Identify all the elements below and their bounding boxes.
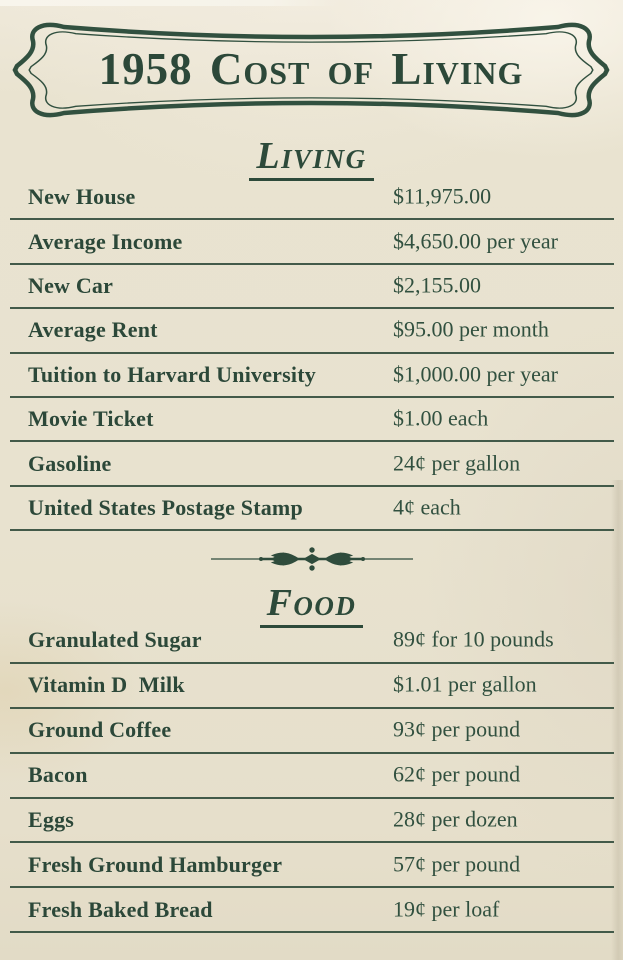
item-label: Fresh Baked Bread xyxy=(28,896,213,922)
table-row: Eggs 28¢ per dozen xyxy=(10,799,614,844)
table-row: Tuition to Harvard University $1,000.00 … xyxy=(10,354,614,398)
food-table: Granulated Sugar 89¢ for 10 pounds Vitam… xyxy=(10,619,614,934)
living-table: New House $11,975.00 Average Income $4,6… xyxy=(10,176,614,532)
item-value: 28¢ per dozen xyxy=(393,806,518,832)
table-row: Vitamin D Milk $1.01 per gallon xyxy=(10,664,614,709)
item-label: Gasoline xyxy=(28,450,112,476)
table-row: Gasoline 24¢ per gallon xyxy=(10,442,614,487)
section-header-living: Living xyxy=(0,137,623,181)
item-value: 57¢ per pound xyxy=(393,851,521,877)
item-label: Vitamin D Milk xyxy=(28,672,185,698)
item-value: 89¢ for 10 pounds xyxy=(393,626,554,652)
section-divider xyxy=(0,545,623,573)
table-row: New House $11,975.00 xyxy=(10,176,614,221)
table-row: United States Postage Stamp 4¢ each xyxy=(10,487,614,532)
page-title: 1958 Cost of Living xyxy=(98,44,524,94)
item-label: Ground Coffee xyxy=(28,717,172,743)
item-value: 24¢ per gallon xyxy=(393,450,521,476)
item-value: 4¢ each xyxy=(393,494,461,520)
item-value: $4,650.00 per year xyxy=(393,228,558,254)
item-label: Tuition to Harvard University xyxy=(28,361,316,387)
fleuron-icon xyxy=(210,547,413,571)
item-value: 19¢ per loaf xyxy=(393,896,500,922)
item-label: Average Income xyxy=(28,228,183,254)
table-row: Fresh Ground Hamburger 57¢ per pound xyxy=(10,843,614,889)
item-value: $1.01 per gallon xyxy=(393,671,537,697)
scan-edge-highlight xyxy=(0,0,340,6)
item-label: Fresh Ground Hamburger xyxy=(28,851,283,877)
item-label: Average Rent xyxy=(28,317,158,343)
item-value: $2,155.00 xyxy=(393,272,481,298)
item-label: New House xyxy=(28,184,136,210)
table-row: Movie Ticket $1.00 each xyxy=(10,398,614,443)
table-row: Granulated Sugar 89¢ for 10 pounds xyxy=(10,619,614,664)
table-row: Ground Coffee 93¢ per pound xyxy=(10,709,614,754)
title-banner: 1958 Cost of Living xyxy=(8,16,614,124)
item-label: New Car xyxy=(28,272,114,298)
table-row: New Car $2,155.00 xyxy=(10,265,614,310)
item-label: United States Postage Stamp xyxy=(28,494,303,520)
table-row: Fresh Baked Bread 19¢ per loaf xyxy=(10,888,614,934)
item-label: Bacon xyxy=(28,762,88,788)
section-header-food: Food xyxy=(0,584,623,628)
item-label: Granulated Sugar xyxy=(28,627,202,653)
item-value: 93¢ per pound xyxy=(393,716,521,742)
item-value: $11,975.00 xyxy=(393,183,492,209)
scan-edge-shadow xyxy=(611,480,623,960)
item-value: $95.00 per month xyxy=(393,316,549,342)
section-title: Living xyxy=(249,137,374,181)
table-row: Bacon 62¢ per pound xyxy=(10,754,614,799)
item-label: Movie Ticket xyxy=(28,406,154,432)
item-value: $1,000.00 per year xyxy=(393,361,558,387)
item-value: $1.00 each xyxy=(393,405,489,431)
banner-frame-icon xyxy=(12,22,610,118)
table-row: Average Income $4,650.00 per year xyxy=(10,220,614,265)
table-row: Average Rent $95.00 per month xyxy=(10,309,614,354)
item-label: Eggs xyxy=(28,807,75,832)
item-value: 62¢ per pound xyxy=(393,761,521,787)
section-title: Food xyxy=(259,584,364,628)
